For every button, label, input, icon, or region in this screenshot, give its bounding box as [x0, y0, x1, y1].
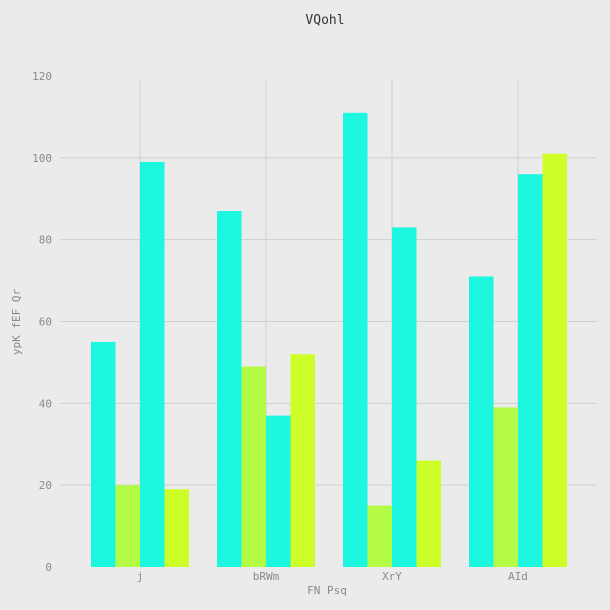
y-axis-label: ypK fEF Qr	[10, 289, 23, 356]
bar	[241, 366, 266, 567]
bar	[115, 485, 140, 567]
bar	[392, 227, 417, 567]
y-tick-label: 120	[32, 70, 52, 83]
bar	[266, 415, 291, 567]
bar	[493, 407, 518, 567]
bar	[367, 505, 392, 567]
bar	[416, 460, 441, 567]
bar	[140, 161, 165, 568]
bar	[469, 276, 494, 567]
chart-title: VQohl	[305, 13, 344, 28]
bar	[343, 112, 368, 567]
bars	[91, 112, 567, 568]
bar	[542, 153, 567, 567]
x-tick-label: bRWm	[253, 570, 280, 583]
y-tick-label: 80	[39, 234, 52, 247]
bar	[290, 354, 315, 567]
x-axis-label: FN Psq	[307, 584, 347, 597]
y-tick-label: 60	[39, 316, 52, 329]
bar	[217, 211, 242, 567]
x-tick-label: j	[137, 570, 144, 583]
y-tick-label: 0	[45, 561, 52, 574]
y-axis-ticks: 0 20 40 60 80 100 120	[32, 70, 52, 574]
x-tick-label: AId	[508, 570, 528, 583]
bar	[164, 489, 189, 567]
y-tick-label: 40	[39, 397, 52, 410]
bar	[91, 341, 116, 567]
y-tick-label: 100	[32, 152, 52, 165]
x-axis-ticks: j bRWm XrY AId	[137, 570, 528, 583]
x-tick-label: XrY	[382, 570, 402, 583]
y-tick-label: 20	[39, 479, 52, 492]
bar	[518, 174, 543, 567]
